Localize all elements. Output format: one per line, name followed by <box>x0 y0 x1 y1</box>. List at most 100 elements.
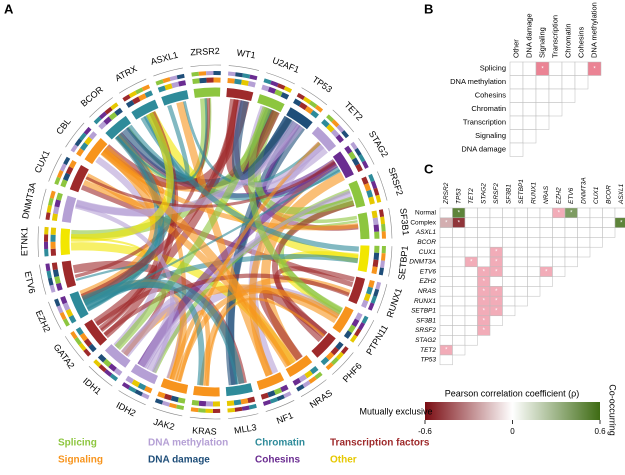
gene-band <box>47 277 54 286</box>
cell <box>452 315 466 326</box>
gene-band <box>56 169 64 179</box>
cell <box>602 227 616 238</box>
cell <box>574 61 589 76</box>
gene-band <box>267 86 277 94</box>
cell <box>452 325 466 336</box>
cell <box>539 207 553 219</box>
cell <box>464 295 478 307</box>
gene-label: NRAS <box>308 388 334 410</box>
row-label: SETBP1 <box>411 308 436 315</box>
cell <box>489 207 503 219</box>
cell <box>527 237 541 248</box>
colorbar-gradient <box>425 402 600 420</box>
cell <box>452 286 466 297</box>
gene-band <box>78 342 87 352</box>
gene-band <box>45 212 51 221</box>
gene-arc <box>348 180 366 208</box>
cell <box>502 286 516 297</box>
gene-band <box>168 402 178 409</box>
gene-band <box>80 142 89 151</box>
gene-scale <box>64 336 84 361</box>
cell <box>464 266 478 277</box>
cell <box>548 88 563 103</box>
gene-band <box>137 382 147 391</box>
cell <box>509 102 524 117</box>
gene-band <box>49 284 56 293</box>
gene-band <box>198 408 206 413</box>
cell <box>574 75 589 90</box>
chord <box>103 273 350 337</box>
row-label: CUX1 <box>419 249 437 256</box>
gene-band <box>192 78 200 85</box>
gene-arc <box>332 306 354 334</box>
cell <box>464 286 478 297</box>
gene-band <box>372 217 379 226</box>
gene-band <box>88 343 97 353</box>
gene-arc <box>311 332 336 358</box>
cell <box>502 217 516 228</box>
cell <box>489 237 503 248</box>
cell <box>509 88 524 103</box>
cell <box>548 75 563 90</box>
column-label: ZRSR2 <box>443 182 450 205</box>
gene-band <box>371 210 378 219</box>
row-label: ETV6 <box>420 268 437 275</box>
cell <box>439 266 453 277</box>
gene-band <box>110 102 119 110</box>
gene-scale <box>300 379 327 397</box>
gene-label: DNMT3A <box>20 182 38 220</box>
gene-band <box>314 104 324 113</box>
gene-band <box>375 194 382 203</box>
gene-band <box>121 382 131 390</box>
cell <box>464 207 478 219</box>
column-label: Chromatin <box>563 23 572 58</box>
gene-band <box>326 124 335 133</box>
gene-label: U2AF1 <box>271 55 301 75</box>
matrix-b: Other DNA damage Signaling Transcription Chr… <box>450 2 602 157</box>
gene-band <box>341 130 350 139</box>
gene-label: EZH2 <box>34 309 53 334</box>
gene-band <box>144 90 154 98</box>
row-label: STAG2 <box>415 337 436 344</box>
cell <box>509 61 524 76</box>
gene-band <box>348 151 357 161</box>
gene-band <box>283 391 292 399</box>
gene-scale <box>376 284 388 314</box>
gene-band <box>370 295 377 304</box>
column-label: Signaling <box>537 27 546 58</box>
row-label: Chromatin <box>471 104 506 113</box>
gene-band <box>104 106 113 115</box>
cell-star: * <box>470 259 473 265</box>
gene-band <box>343 330 352 339</box>
gene-band <box>125 375 135 384</box>
gene-band <box>169 75 178 82</box>
gene-band <box>298 102 308 111</box>
cell <box>509 142 524 157</box>
cell <box>489 276 503 287</box>
gene-band <box>54 176 61 185</box>
gene-band <box>325 362 334 371</box>
gene-band <box>114 107 123 116</box>
gene-band <box>54 298 61 307</box>
gene-band <box>141 392 150 400</box>
cell <box>552 266 566 277</box>
cell <box>539 246 553 258</box>
gene-band <box>53 206 60 215</box>
cell <box>614 207 625 219</box>
gene-scale <box>152 407 183 417</box>
cell <box>514 276 528 287</box>
gene-label: NF1 <box>275 410 295 426</box>
cell <box>439 325 453 336</box>
gene-arc <box>226 87 254 102</box>
column-label: Transcription <box>550 15 559 58</box>
cell <box>561 61 576 76</box>
gene-band <box>274 89 283 97</box>
gene-scale <box>228 413 259 419</box>
cell <box>439 335 453 346</box>
column-label: CUX1 <box>593 186 600 204</box>
gene-band <box>93 359 102 368</box>
gene-band <box>363 183 371 192</box>
cell <box>577 246 591 258</box>
gene-scale <box>388 207 393 239</box>
cell-star: * <box>495 308 498 314</box>
